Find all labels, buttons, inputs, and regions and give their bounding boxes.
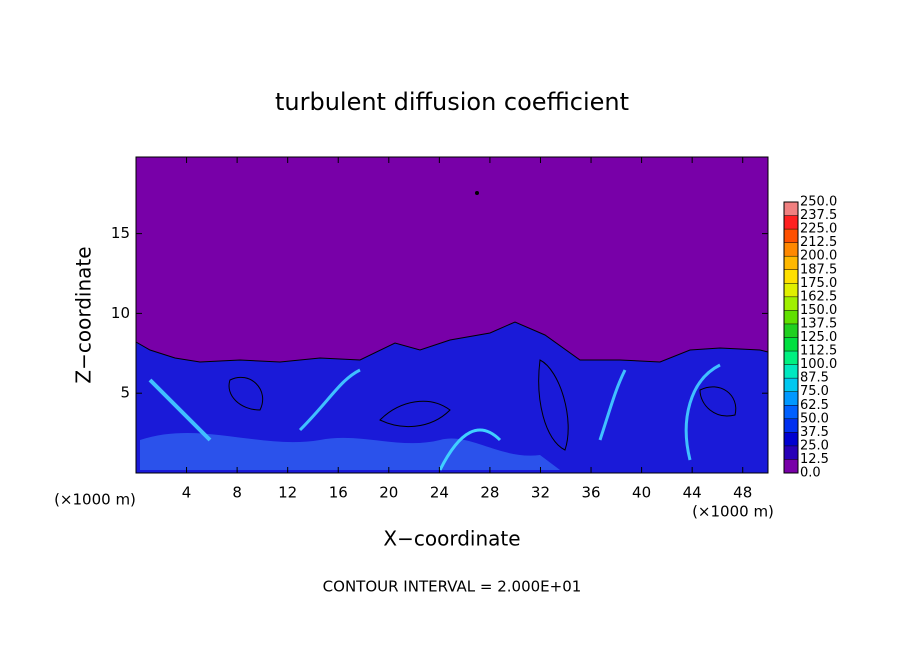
x-tick-label: 4 <box>182 484 192 502</box>
x-tick-label: 36 <box>581 484 600 502</box>
x-tick-label: 40 <box>632 484 651 502</box>
colorbar-label: 75.0 <box>800 384 829 399</box>
colorbar-segment <box>784 445 798 460</box>
contour-line <box>538 359 569 451</box>
colorbar-segment <box>784 269 798 284</box>
streak <box>438 428 502 471</box>
colorbar-label: 12.5 <box>800 452 829 467</box>
contour-line <box>699 386 737 417</box>
x-tick-label: 24 <box>430 484 449 502</box>
colorbar-label: 50.0 <box>800 411 829 426</box>
colorbar-label: 150.0 <box>800 303 837 318</box>
streak <box>298 368 361 432</box>
colorbar-segment <box>784 337 798 352</box>
streak <box>598 369 627 441</box>
colorbar-label: 225.0 <box>800 222 837 237</box>
colorbar-label: 237.5 <box>800 208 837 223</box>
colorbar-segment <box>784 323 798 338</box>
colorbar-segment <box>784 202 798 216</box>
contour-dot <box>475 191 479 195</box>
turbulent-region <box>135 321 769 474</box>
colorbar-label: 162.5 <box>800 289 837 304</box>
colorbar-label: 87.5 <box>800 371 829 386</box>
colorbar-segment <box>784 391 798 406</box>
contour-line <box>379 400 451 428</box>
x-tick-label: 16 <box>329 484 348 502</box>
x-tick-label: 32 <box>531 484 550 502</box>
colorbar-label: 137.5 <box>800 316 837 331</box>
colorbar-label: 112.5 <box>800 344 837 359</box>
colorbar-label: 175.0 <box>800 276 837 291</box>
colorbar-segment <box>784 283 798 297</box>
y-tick-label: 10 <box>111 304 130 322</box>
field <box>135 157 769 474</box>
colorbar-segment <box>784 459 798 473</box>
contour-line <box>228 376 264 411</box>
x-tick-label: 28 <box>480 484 499 502</box>
colorbar-segment <box>784 215 798 230</box>
x-tick-label: 48 <box>733 484 752 502</box>
y-axis-label: Z−coordinate <box>72 246 96 383</box>
y-tick-label: 5 <box>120 384 130 402</box>
chart-title: turbulent diffusion coefficient <box>275 88 629 116</box>
streak <box>148 378 212 442</box>
streak <box>140 432 560 470</box>
colorbar-label: 212.5 <box>800 235 837 250</box>
colorbar-label: 25.0 <box>800 438 829 453</box>
colorbar-segment <box>784 405 798 419</box>
x-tick-label: 8 <box>232 484 242 502</box>
colorbar-label: 200.0 <box>800 249 837 264</box>
colorbar-label: 37.5 <box>800 425 829 440</box>
colorbar-label: 0.0 <box>800 466 821 481</box>
colorbar-segment <box>784 256 798 270</box>
colorbar-label: 250.0 <box>800 195 837 210</box>
colorbar-segment <box>784 432 798 446</box>
y-tick-label: 15 <box>111 224 130 242</box>
colorbar-segment <box>784 418 798 433</box>
plot-frame <box>135 156 769 474</box>
colorbar-segment <box>784 364 798 379</box>
colorbar-label: 100.0 <box>800 357 837 372</box>
x-unit-label: (×1000 m) <box>692 503 774 521</box>
colorbar-segment <box>784 242 798 257</box>
colorbar-label: 187.5 <box>800 262 837 277</box>
y-unit-label: (×1000 m) <box>54 491 136 509</box>
colorbar-segment <box>784 378 798 392</box>
x-axis-label: X−coordinate <box>383 527 520 551</box>
x-tick-label: 12 <box>278 484 297 502</box>
colorbar-segment <box>784 310 798 324</box>
colorbar-label: 62.5 <box>800 398 829 413</box>
colorbar-segment <box>784 229 798 243</box>
x-tick-label: 20 <box>379 484 398 502</box>
x-tick-label: 44 <box>683 484 702 502</box>
footer: CONTOUR INTERVAL = 2.000E+01 <box>323 578 582 596</box>
colorbar-segment <box>784 351 798 365</box>
colorbar-segment <box>784 296 798 311</box>
colorbar-label: 125.0 <box>800 330 837 345</box>
streak <box>684 363 721 461</box>
